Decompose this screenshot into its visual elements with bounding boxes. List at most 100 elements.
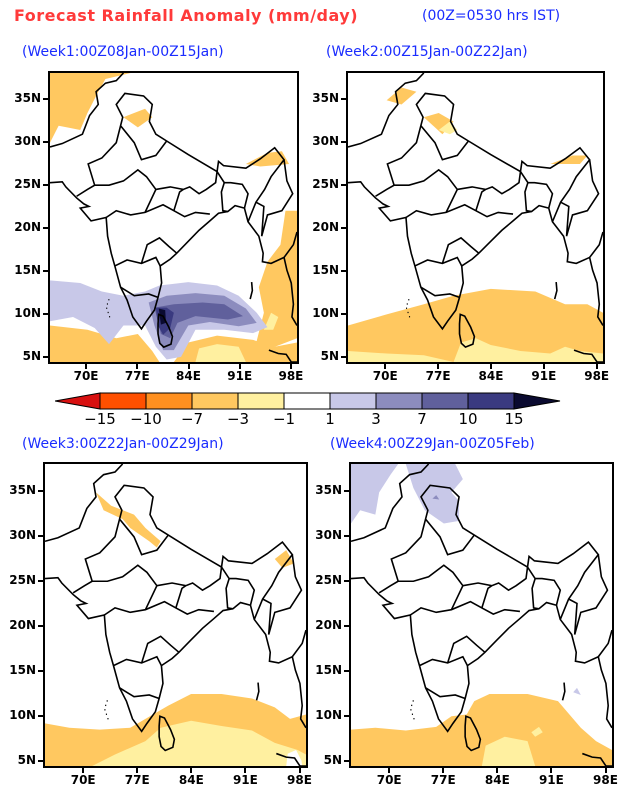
boundary-line — [106, 205, 210, 218]
boundary-line — [419, 657, 467, 666]
tick-mark — [344, 624, 349, 627]
boundary-line — [535, 579, 560, 606]
colorbar-level-label: 3 — [371, 410, 381, 428]
anomaly-contour-region — [95, 492, 161, 548]
map-panel-week4 — [349, 462, 614, 768]
boundary-line — [528, 567, 539, 609]
boundary-line — [482, 586, 492, 608]
tick-mark — [341, 356, 346, 359]
tick-mark — [344, 489, 349, 492]
anomaly-contour-region — [573, 687, 581, 695]
lakshadweep-island — [106, 307, 108, 309]
colorbar-swatch — [467, 392, 515, 410]
map-panel-week3 — [43, 462, 308, 768]
boundary-line — [569, 555, 608, 635]
boundary-line — [410, 602, 520, 615]
rainfall-anomaly-map — [348, 73, 603, 362]
boundary-line — [73, 485, 292, 619]
lon-tick-label: 77E — [430, 773, 456, 787]
lakshadweep-island — [105, 713, 108, 715]
lon-tick-label: 84E — [484, 773, 510, 787]
lat-tick-label: 35N — [9, 482, 36, 497]
boundary-line — [561, 160, 599, 237]
lakshadweep-island — [407, 311, 409, 314]
lakshadweep-island — [106, 700, 108, 702]
lat-tick-label: 5N — [323, 752, 342, 767]
boundary-line — [120, 688, 160, 699]
anomaly-contour-region — [92, 720, 306, 766]
boundary-line — [157, 567, 222, 590]
lat-tick-label: 10N — [9, 707, 36, 722]
anomaly-contour-region — [154, 302, 243, 339]
tick-mark — [496, 768, 499, 773]
anomaly-contour-region — [386, 87, 417, 105]
lon-tick-label: 70E — [372, 369, 398, 383]
tick-mark — [437, 364, 440, 369]
tick-mark — [344, 534, 349, 537]
tick-mark — [595, 364, 598, 369]
panel-title-week1: (Week1:00Z08Jan-00Z15Jan) — [22, 44, 224, 60]
lat-tick-label: 35N — [14, 90, 41, 105]
lat-tick-label: 10N — [312, 306, 339, 321]
boundary-line — [520, 172, 531, 212]
lat-tick-label: 25N — [312, 176, 339, 191]
tick-mark — [388, 768, 391, 773]
colorbar-level-label: −10 — [130, 410, 162, 428]
boundary-line — [113, 657, 161, 666]
boundary-line — [463, 567, 528, 590]
boundary-line — [398, 565, 463, 609]
lon-tick-label: 91E — [227, 369, 253, 383]
anomaly-contour-region — [245, 151, 290, 167]
boundary-line — [120, 519, 169, 555]
boundary-line — [95, 170, 156, 213]
anomaly-contour-region — [195, 344, 246, 362]
boundary-line — [426, 688, 466, 699]
lakshadweep-island — [411, 704, 413, 707]
lat-tick-label: 5N — [17, 752, 36, 767]
boundary-line — [376, 93, 590, 221]
lon-tick-label: 70E — [376, 773, 402, 787]
lat-tick-label: 35N — [315, 482, 342, 497]
colorbar-swatch — [145, 392, 193, 410]
anomaly-contour-region — [531, 726, 543, 737]
andaman-islands — [257, 683, 259, 701]
lakshadweep-island — [107, 718, 109, 720]
colorbar-level-label: −15 — [84, 410, 116, 428]
colorbar-swatch — [99, 392, 147, 410]
boundary-line — [92, 565, 157, 609]
lon-tick-label: 84E — [176, 369, 201, 383]
boundary-line — [421, 287, 460, 297]
lon-tick-label: 70E — [73, 369, 99, 383]
time-note: (00Z=0530 hrs IST) — [422, 8, 561, 24]
boundary-line — [348, 182, 603, 329]
lakshadweep-island — [108, 299, 110, 301]
boundary-line — [141, 238, 176, 264]
figure-title: Forecast Rainfall Anomaly (mm/day) — [14, 6, 359, 25]
lat-tick-label: 20N — [315, 617, 342, 632]
lat-tick-label: 5N — [22, 349, 41, 364]
tick-mark — [43, 313, 48, 316]
tick-mark — [38, 489, 43, 492]
rainfall-anomaly-map — [351, 464, 612, 766]
lon-tick-label: 98E — [287, 773, 312, 787]
tick-mark — [550, 768, 553, 773]
boundary-line — [394, 170, 457, 213]
colorbar-level-label: −1 — [272, 410, 296, 428]
tick-mark — [38, 624, 43, 627]
boundary-line — [142, 636, 179, 663]
boundary-line — [284, 232, 297, 258]
lon-tick-label: 77E — [124, 369, 150, 383]
boundary-line — [457, 172, 520, 194]
colorbar-level-label: 10 — [458, 410, 478, 428]
lakshadweep-island — [107, 311, 109, 314]
colorbar-high-extension — [513, 392, 561, 410]
boundary-line — [448, 636, 485, 663]
lon-tick-label: 70E — [70, 773, 96, 787]
boundary-line — [348, 73, 424, 147]
boundary-line — [50, 182, 297, 329]
boundary-line — [263, 555, 302, 635]
tick-mark — [136, 768, 139, 773]
boundary-line — [351, 464, 429, 541]
tick-mark — [289, 364, 292, 369]
panel-title-week2: (Week2:00Z15Jan-00Z22Jan) — [326, 44, 528, 60]
